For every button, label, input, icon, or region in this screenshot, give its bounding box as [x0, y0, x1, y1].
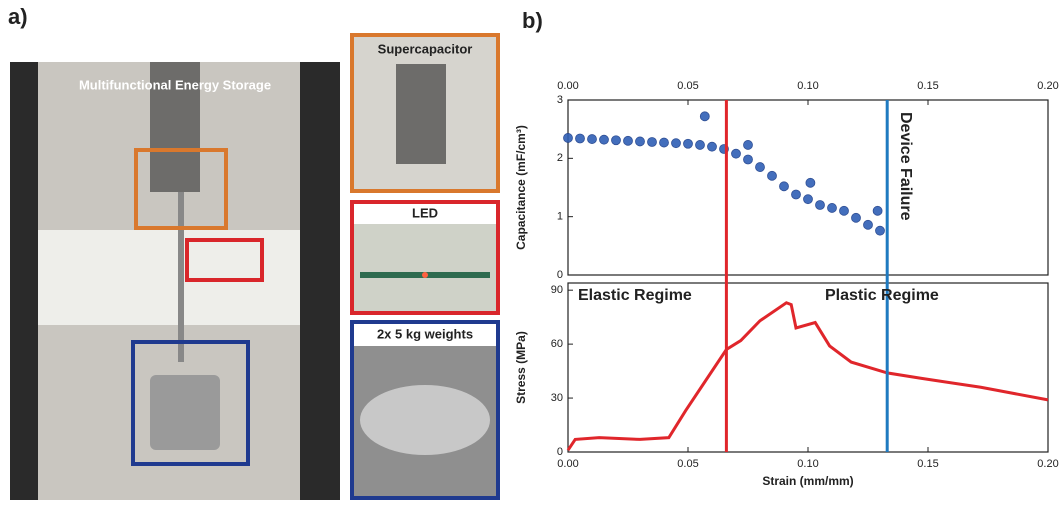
data-point — [672, 139, 681, 148]
photo-weights — [360, 385, 490, 455]
y-axis-label: Capacitance (mF/cm³) — [514, 125, 528, 250]
data-point — [660, 138, 669, 147]
x-tick-label: 0.05 — [677, 458, 698, 470]
y-tick-label: 0 — [557, 446, 563, 458]
x-tick-label: 0.20 — [1037, 80, 1058, 92]
data-point — [612, 136, 621, 145]
inset-caption: LED — [412, 205, 438, 220]
data-point — [648, 138, 657, 147]
data-point — [696, 140, 705, 149]
data-point — [828, 203, 837, 212]
data-point — [636, 137, 645, 146]
photo-led — [422, 272, 428, 278]
annotation: Plastic Regime — [825, 287, 939, 304]
y-tick-label: 3 — [557, 94, 563, 106]
data-point — [852, 213, 861, 222]
panel-label: a) — [8, 4, 28, 29]
data-point — [564, 133, 573, 142]
x-tick-label: 0.00 — [557, 80, 578, 92]
annotation: Elastic Regime — [578, 287, 692, 304]
inset-caption: Supercapacitor — [378, 41, 473, 56]
y-tick-label: 2 — [557, 152, 563, 164]
data-point — [840, 206, 849, 215]
data-point — [864, 220, 873, 229]
data-point — [873, 206, 882, 215]
photo-frame — [300, 62, 340, 500]
photo-frame — [10, 62, 38, 500]
x-axis-label: Strain (mm/mm) — [762, 474, 853, 488]
data-point — [768, 171, 777, 180]
figure: a) b) Multifunctional Energy Storage Sup… — [0, 0, 1062, 502]
data-point — [700, 112, 709, 121]
y-tick-label: 0 — [557, 269, 563, 281]
x-tick-label: 0.10 — [797, 80, 818, 92]
data-point — [708, 142, 717, 151]
panel-label: b) — [522, 8, 543, 33]
data-point — [744, 140, 753, 149]
data-point — [624, 136, 633, 145]
data-point — [588, 135, 597, 144]
inset-caption: 2x 5 kg weights — [377, 326, 473, 341]
x-tick-label: 0.15 — [917, 80, 938, 92]
photo-weights — [150, 375, 220, 450]
data-point — [780, 182, 789, 191]
data-point — [816, 201, 825, 210]
data-point — [732, 149, 741, 158]
x-tick-label: 0.20 — [1037, 458, 1058, 470]
data-point — [744, 155, 753, 164]
x-tick-label: 0.10 — [797, 458, 818, 470]
photo-rod — [178, 192, 184, 362]
data-point — [576, 134, 585, 143]
data-point — [876, 226, 885, 235]
plot-frame — [568, 100, 1048, 275]
x-tick-label: 0.05 — [677, 80, 698, 92]
y-tick-label: 1 — [557, 211, 563, 223]
data-point — [756, 163, 765, 172]
plot-frame — [568, 283, 1048, 452]
data-point — [792, 190, 801, 199]
data-line — [568, 303, 1048, 450]
data-point — [684, 139, 693, 148]
photo-title: Multifunctional Energy Storage — [79, 77, 271, 92]
y-tick-label: 60 — [551, 338, 563, 350]
x-tick-label: 0.00 — [557, 458, 578, 470]
photo-grip — [396, 64, 446, 164]
data-point — [804, 195, 813, 204]
x-tick-label: 0.15 — [917, 458, 938, 470]
data-point — [806, 178, 815, 187]
data-point — [600, 135, 609, 144]
y-tick-label: 30 — [551, 392, 563, 404]
y-tick-label: 90 — [551, 284, 563, 296]
annotation: Device Failure — [897, 112, 914, 221]
y-axis-label: Stress (MPa) — [514, 331, 528, 404]
